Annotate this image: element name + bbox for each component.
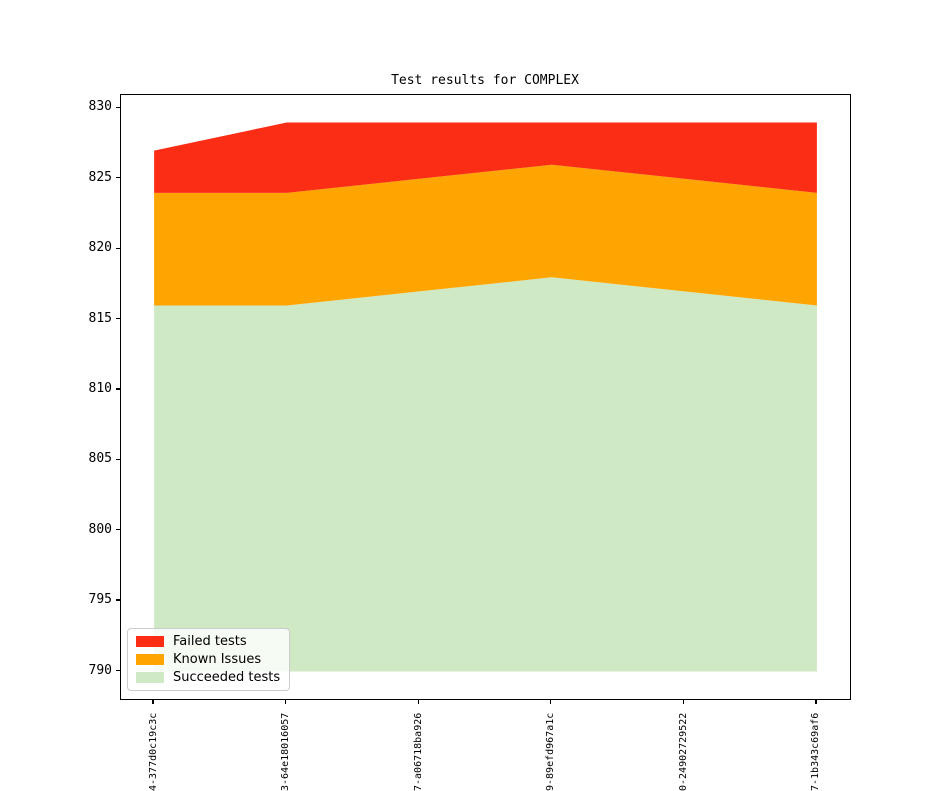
legend: Failed tests Known Issues Succeeded test… [127,628,290,691]
legend-label-known-issues: Known Issues [173,652,262,667]
x-tick-label: 7-a06718ba926 [412,712,424,791]
y-tick-mark [116,106,121,109]
legend-label-succeeded-tests: Succeeded tests [173,670,281,685]
succeeded-tests-swatch-icon [136,672,164,683]
y-tick-label: 830 [88,99,112,115]
legend-entry-failed-tests: Failed tests [136,634,281,649]
y-tick-label: 795 [88,592,112,608]
y-tick-label: 810 [88,380,112,396]
x-tick-mark [417,699,419,704]
known-issues-swatch-icon [136,654,164,665]
x-tick-label: 7-1b343c69af6 [810,712,822,791]
plot-area [120,94,851,700]
x-tick-mark [682,699,684,704]
stacked-area-svg [154,122,817,672]
y-tick-mark [116,458,121,460]
legend-entry-succeeded-tests: Succeeded tests [136,670,281,685]
failed-tests-swatch-icon [136,636,164,647]
x-tick-label: 3-64e18016057 [280,712,292,791]
y-tick-mark [116,669,121,672]
y-tick-mark [116,317,121,320]
area-known-issues [154,164,817,306]
legend-entry-known-issues: Known Issues [136,652,281,667]
x-tick-mark [285,699,287,704]
y-tick-mark [116,599,121,601]
y-tick-mark [116,388,121,390]
y-tick-label: 800 [88,521,112,537]
y-tick-label: 815 [88,310,112,326]
y-tick-label: 805 [88,451,112,467]
chart-title: Test results for COMPLEX [391,73,579,88]
y-tick-label: 790 [88,662,112,678]
y-tick-mark [116,177,121,179]
area-succeeded-tests [154,277,817,672]
x-tick-label: 0-24902729522 [677,712,689,791]
y-tick-mark [116,247,121,249]
y-tick-label: 820 [88,240,112,256]
y-tick-mark [116,529,121,531]
x-tick-label: 4-377d0c19c3c [147,712,159,791]
x-tick-mark [815,699,817,704]
x-tick-label: 9-89efd967a1c [545,712,557,791]
x-tick-mark [152,699,154,704]
y-tick-label: 825 [88,169,112,185]
area-failed-tests [154,122,817,193]
x-tick-mark [550,699,552,704]
legend-label-failed-tests: Failed tests [173,634,247,649]
